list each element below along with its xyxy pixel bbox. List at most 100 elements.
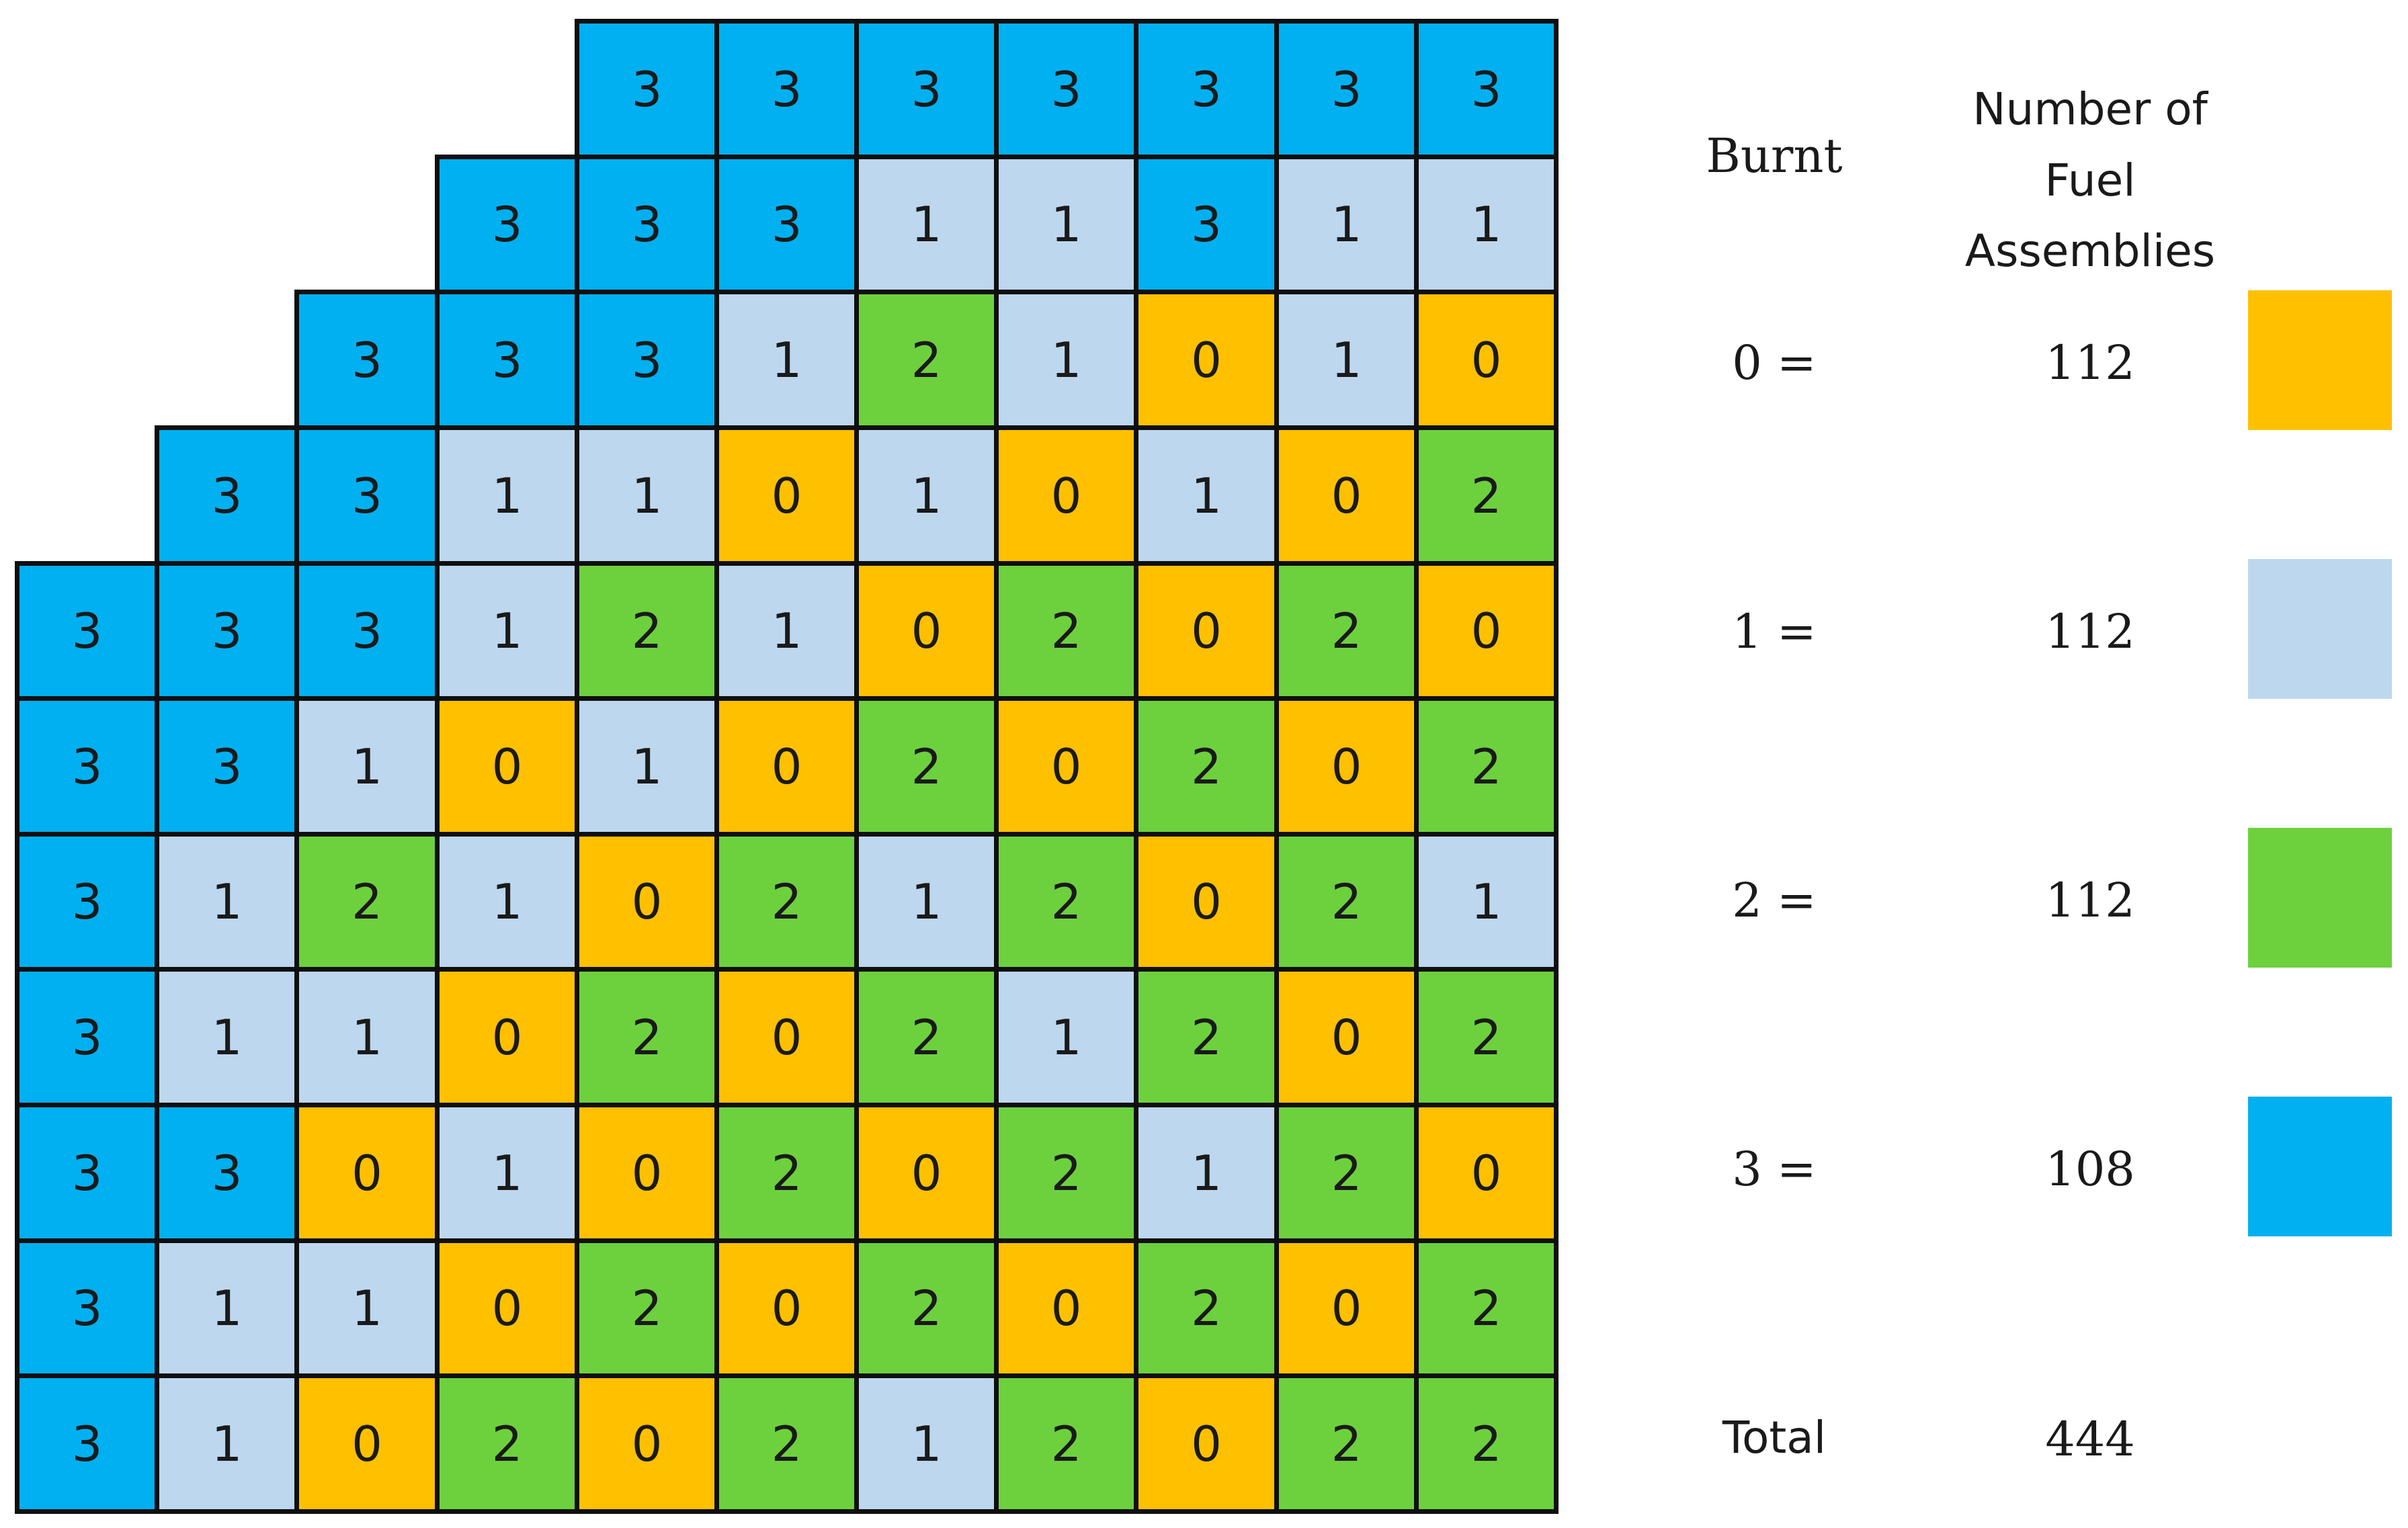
- assembly-cell: 1: [1134, 425, 1279, 566]
- assembly-cell: 0: [1274, 1238, 1419, 1378]
- legend-header-burnt: Burnt: [1706, 128, 1843, 183]
- assembly-cell: 3: [15, 1238, 159, 1378]
- assembly-cell: 0: [1414, 561, 1559, 701]
- assembly-cell: 1: [1414, 155, 1559, 294]
- assembly-cell: 0: [994, 1238, 1138, 1378]
- assembly-cell: 3: [294, 561, 440, 701]
- assembly-cell: 1: [854, 832, 999, 972]
- assembly-cell: 2: [1274, 1373, 1419, 1514]
- assembly-cell: 1: [155, 1238, 299, 1378]
- assembly-cell: 1: [155, 1373, 299, 1514]
- assembly-cell: 2: [1134, 1238, 1279, 1378]
- assembly-cell: 2: [435, 1373, 579, 1514]
- assembly-cell: 1: [1274, 155, 1419, 294]
- assembly-cell: 3: [155, 1103, 299, 1243]
- legend-count-burnt-0: 112: [2045, 335, 2135, 390]
- assembly-cell: 3: [575, 290, 719, 430]
- assembly-cell: 0: [994, 425, 1138, 566]
- assembly-cell: 0: [714, 425, 859, 566]
- assembly-cell: 0: [714, 696, 859, 837]
- assembly-cell: 2: [714, 832, 859, 972]
- assembly-cell: 1: [1274, 290, 1419, 430]
- assembly-cell: 2: [854, 1238, 999, 1378]
- assembly-cell: 2: [1274, 1103, 1419, 1243]
- assembly-cell: 1: [155, 832, 299, 972]
- assembly-cell: 3: [854, 19, 999, 159]
- assembly-cell: 1: [854, 155, 999, 294]
- assembly-cell: 0: [1274, 425, 1419, 566]
- assembly-cell: 0: [1274, 967, 1419, 1107]
- assembly-cell: 2: [575, 967, 719, 1107]
- assembly-cell: 2: [994, 832, 1138, 972]
- assembly-cell: 3: [1134, 19, 1279, 159]
- assembly-cell: 0: [575, 832, 719, 972]
- legend-label-burnt-2: 2 =: [1732, 873, 1817, 928]
- assembly-cell: 3: [15, 1373, 159, 1514]
- assembly-cell: 2: [854, 696, 999, 837]
- assembly-cell: 0: [294, 1373, 440, 1514]
- assembly-cell: 2: [1414, 1238, 1559, 1378]
- assembly-cell: 0: [994, 696, 1138, 837]
- assembly-cell: 0: [1134, 561, 1279, 701]
- assembly-cell: 3: [15, 967, 159, 1107]
- assembly-cell: 1: [294, 696, 440, 837]
- assembly-cell: 3: [435, 290, 579, 430]
- assembly-cell: 1: [714, 290, 859, 430]
- assembly-cell: 1: [435, 561, 579, 701]
- assembly-cell: 2: [1414, 1373, 1559, 1514]
- assembly-cell: 1: [994, 290, 1138, 430]
- assembly-cell: 2: [1414, 696, 1559, 837]
- assembly-cell: 3: [15, 832, 159, 972]
- assembly-cell: 1: [294, 967, 440, 1107]
- assembly-cell: 2: [994, 561, 1138, 701]
- assembly-cell: 0: [294, 1103, 440, 1243]
- assembly-cell: 3: [15, 1103, 159, 1243]
- assembly-cell: 0: [1134, 290, 1279, 430]
- assembly-cell: 2: [1414, 425, 1559, 566]
- assembly-cell: 1: [1414, 832, 1559, 972]
- legend-total-label: Total: [1722, 1412, 1827, 1463]
- legend-swatch-burnt-0: [2248, 290, 2392, 430]
- legend-total-value: 444: [2045, 1412, 2135, 1467]
- assembly-cell: 2: [575, 561, 719, 701]
- assembly-cell: 3: [1414, 19, 1559, 159]
- assembly-cell: 0: [435, 1238, 579, 1378]
- assembly-cell: 2: [854, 967, 999, 1107]
- legend-label-burnt-0: 0 =: [1732, 335, 1817, 390]
- assembly-cell: 0: [854, 561, 999, 701]
- assembly-cell: 3: [294, 290, 440, 430]
- legend-count-burnt-2: 112: [2045, 873, 2135, 928]
- assembly-cell: 3: [435, 155, 579, 294]
- assembly-cell: 0: [435, 967, 579, 1107]
- legend-swatch-burnt-3: [2248, 1097, 2392, 1236]
- assembly-cell: 3: [155, 425, 299, 566]
- assembly-cell: 3: [1274, 19, 1419, 159]
- assembly-cell: 3: [1134, 155, 1279, 294]
- assembly-cell: 3: [294, 425, 440, 566]
- assembly-cell: 3: [714, 155, 859, 294]
- assembly-cell: 2: [1274, 561, 1419, 701]
- assembly-cell: 0: [1134, 832, 1279, 972]
- assembly-cell: 1: [994, 967, 1138, 1107]
- assembly-cell: 3: [575, 19, 719, 159]
- assembly-cell: 1: [1134, 1103, 1279, 1243]
- legend-count-burnt-1: 112: [2045, 604, 2135, 659]
- assembly-cell: 1: [575, 425, 719, 566]
- assembly-cell: 1: [294, 1238, 440, 1378]
- legend-count-burnt-3: 108: [2045, 1142, 2135, 1197]
- legend-swatch-burnt-1: [2248, 559, 2392, 699]
- assembly-cell: 1: [435, 832, 579, 972]
- assembly-cell: 2: [1414, 967, 1559, 1107]
- assembly-cell: 2: [994, 1373, 1138, 1514]
- assembly-cell: 1: [435, 425, 579, 566]
- legend-label-burnt-3: 3 =: [1732, 1142, 1817, 1197]
- assembly-cell: 3: [575, 155, 719, 294]
- legend-swatch-burnt-2: [2248, 828, 2392, 968]
- assembly-cell: 2: [1134, 696, 1279, 837]
- assembly-cell: 0: [1274, 696, 1419, 837]
- assembly-cell: 3: [15, 561, 159, 701]
- assembly-cell: 1: [155, 967, 299, 1107]
- assembly-cell: 0: [575, 1103, 719, 1243]
- assembly-cell: 1: [575, 696, 719, 837]
